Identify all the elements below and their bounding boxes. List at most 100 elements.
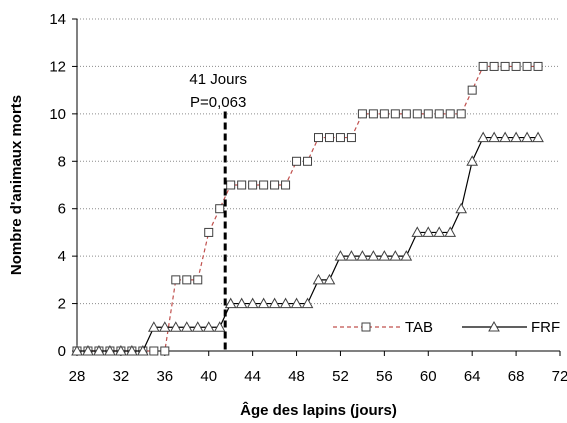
data-point-frf <box>444 226 457 237</box>
x-tick-label: 68 <box>508 368 525 385</box>
data-point-tab <box>248 180 258 190</box>
data-point-tab <box>390 109 400 119</box>
y-tick-label: 6 <box>58 201 66 218</box>
series-tab <box>72 61 543 356</box>
data-point-tab <box>292 156 302 166</box>
data-point-frf <box>488 131 500 143</box>
y-tick-label: 12 <box>49 58 66 75</box>
x-tick-label: 60 <box>420 368 437 385</box>
data-point-frf <box>356 250 369 261</box>
data-point-tab <box>193 275 203 285</box>
legend-frf-marker <box>488 320 500 332</box>
data-point-frf <box>279 297 292 309</box>
data-point-tab <box>270 180 280 190</box>
legend-frf-label: FRF <box>531 319 560 336</box>
data-point-frf <box>422 226 435 237</box>
data-point-frf <box>411 226 424 237</box>
x-tick-label: 44 <box>244 368 261 385</box>
data-point-tab <box>401 109 411 119</box>
data-point-frf <box>510 131 522 143</box>
data-point-frf <box>378 250 391 261</box>
data-point-frf <box>400 250 413 261</box>
gridlines <box>77 18 560 305</box>
data-point-tab <box>303 156 313 166</box>
data-point-frf <box>126 344 138 356</box>
data-point-frf <box>147 321 160 332</box>
data-point-tab <box>314 133 323 143</box>
legend: TAB FRF <box>333 319 560 336</box>
data-point-frf <box>290 297 303 309</box>
y-tick-label: 2 <box>58 296 66 313</box>
data-point-frf <box>82 344 94 356</box>
x-tick-labels: 28 32 36 40 44 48 52 56 60 64 68 72 <box>69 368 567 385</box>
data-point-frf <box>433 226 446 237</box>
data-point-frf <box>93 344 105 356</box>
data-point-frf <box>246 297 259 309</box>
x-tick-label: 28 <box>69 368 86 385</box>
data-point-tab <box>357 109 367 119</box>
data-point-tab <box>204 227 214 237</box>
y-tick-label: 14 <box>49 11 66 28</box>
data-point-frf <box>224 297 237 309</box>
data-point-tab <box>226 180 236 190</box>
data-point-tab <box>445 109 455 119</box>
data-point-frf <box>104 344 116 356</box>
legend-tab-label: TAB <box>405 319 433 336</box>
series-layer <box>71 61 544 356</box>
legend-tab-marker <box>361 322 371 332</box>
data-point-frf <box>367 250 380 261</box>
x-tick-label: 48 <box>288 368 305 385</box>
x-tick-label: 56 <box>376 368 393 385</box>
x-axis-title: Âge des lapins (jours) <box>240 401 397 419</box>
y-tick-label: 0 <box>58 343 66 360</box>
data-point-frf <box>268 297 281 309</box>
data-point-tab <box>215 204 225 214</box>
data-point-frf <box>532 131 544 143</box>
data-point-tab <box>489 61 499 71</box>
data-point-tab <box>423 109 433 119</box>
data-point-tab <box>500 61 510 71</box>
series-frf <box>71 131 544 356</box>
data-point-tab <box>237 180 247 190</box>
data-point-tab <box>335 133 345 143</box>
x-tick-label: 36 <box>156 368 173 385</box>
data-point-tab <box>456 109 466 119</box>
y-tick-label: 10 <box>49 106 66 123</box>
data-point-frf <box>202 321 215 332</box>
data-point-frf <box>137 344 149 356</box>
data-point-tab <box>281 180 291 190</box>
data-point-frf <box>158 321 171 332</box>
data-point-frf <box>180 321 193 332</box>
data-point-tab <box>434 109 444 119</box>
y-tick-label: 4 <box>58 248 66 265</box>
data-point-frf <box>455 202 468 214</box>
y-tick-labels: 0 2 4 6 8 10 12 14 <box>49 11 66 360</box>
x-tick-label: 32 <box>113 368 130 385</box>
annotation-pvalue-label: P=0,063 <box>190 94 246 111</box>
annotation-days-label: 41 Jours <box>189 71 247 88</box>
data-point-frf <box>499 131 511 143</box>
y-axis-title: Nombre d'animaux morts <box>8 95 25 275</box>
data-point-tab <box>160 346 170 356</box>
data-point-frf <box>257 297 270 309</box>
data-point-frf <box>334 250 347 261</box>
data-point-tab <box>478 61 488 71</box>
x-tick-label: 52 <box>332 368 349 385</box>
data-point-tab <box>412 109 422 119</box>
data-point-tab <box>324 133 334 143</box>
x-tick-label: 40 <box>200 368 217 385</box>
data-point-frf <box>191 321 204 332</box>
annotation: 41 Jours P=0,063 <box>189 71 247 351</box>
data-point-tab <box>346 133 356 143</box>
data-point-frf <box>235 297 248 309</box>
data-point-tab <box>149 346 159 356</box>
data-point-frf <box>312 273 325 285</box>
data-point-frf <box>323 273 336 285</box>
data-point-frf <box>466 155 479 166</box>
series-line-frf <box>77 136 539 352</box>
data-point-frf <box>213 321 226 332</box>
x-tick-label: 64 <box>464 368 481 385</box>
data-point-frf <box>345 250 358 261</box>
y-tick-label: 8 <box>58 153 66 170</box>
